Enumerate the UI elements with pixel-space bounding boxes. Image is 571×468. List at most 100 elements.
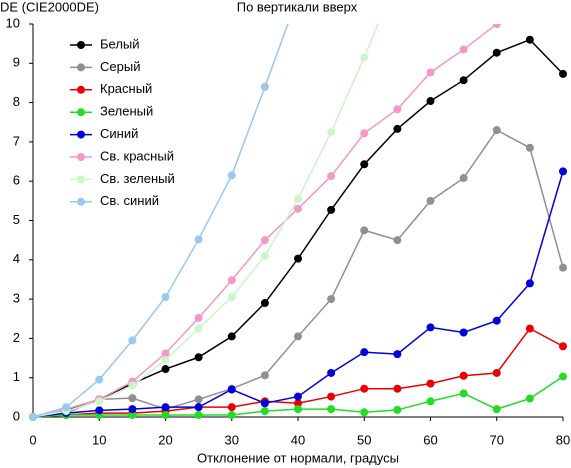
- legend-label: Св. синий: [100, 193, 159, 208]
- legend-label: Синий: [100, 126, 138, 141]
- legend-marker: [77, 197, 85, 206]
- data-point: [360, 348, 369, 357]
- data-point: [128, 381, 137, 390]
- data-point: [29, 413, 37, 421]
- y-tick-label: 4: [13, 251, 20, 266]
- data-point: [559, 342, 567, 351]
- legend-marker: [77, 63, 85, 72]
- data-point: [492, 368, 501, 377]
- series-line: [32, 38, 564, 418]
- data-point: [559, 167, 567, 176]
- data-point: [459, 45, 468, 54]
- data-point: [260, 82, 269, 91]
- data-point: [260, 371, 269, 380]
- legend-label: Зеленый: [100, 104, 153, 119]
- data-point: [393, 384, 402, 393]
- data-point: [525, 35, 534, 44]
- data-point: [492, 405, 501, 414]
- data-point: [327, 205, 336, 214]
- data-point: [492, 316, 501, 325]
- y-tick-label: 6: [13, 173, 20, 188]
- legend-marker: [77, 108, 85, 117]
- y-tick-label: 3: [13, 291, 20, 306]
- data-point: [393, 236, 402, 245]
- data-point: [426, 397, 435, 406]
- data-point: [260, 236, 269, 245]
- data-point: [294, 405, 302, 414]
- y-tick-label: 0: [13, 408, 20, 423]
- x-tick-label: 30: [225, 432, 239, 447]
- data-point: [459, 371, 468, 380]
- legend-label: Серый: [100, 59, 140, 74]
- data-point: [426, 196, 435, 205]
- data-point: [559, 69, 567, 78]
- y-tick-label: 9: [13, 55, 20, 70]
- data-point: [128, 411, 137, 420]
- data-point: [294, 254, 302, 263]
- data-point: [161, 356, 170, 365]
- data-point: [260, 251, 269, 260]
- y-tick-label: 10: [6, 15, 20, 30]
- data-point: [260, 399, 269, 408]
- x-tick-label: 10: [92, 432, 106, 447]
- data-point: [227, 385, 236, 394]
- data-point: [128, 405, 137, 414]
- data-point: [393, 124, 402, 133]
- legend-label: Св. зеленый: [100, 171, 175, 186]
- data-point: [327, 295, 336, 304]
- y-axis-label: DE (CIE2000DE): [0, 0, 99, 14]
- data-point: [128, 336, 137, 345]
- data-point: [559, 372, 567, 381]
- data-point: [161, 365, 170, 374]
- data-point: [526, 0, 534, 4]
- data-point: [360, 129, 369, 138]
- legend-marker: [77, 130, 85, 139]
- data-point: [294, 332, 302, 341]
- x-tick-label: 20: [158, 432, 172, 447]
- data-point: [260, 299, 269, 308]
- data-point: [492, 48, 501, 57]
- data-point: [459, 76, 468, 85]
- y-tick-label: 2: [13, 330, 20, 345]
- data-point: [426, 379, 435, 388]
- data-point: [194, 353, 203, 362]
- data-point: [260, 407, 269, 416]
- data-point: [360, 53, 369, 62]
- y-tick-label: 5: [13, 212, 20, 227]
- chart-title: По вертикали вверх: [237, 0, 358, 14]
- x-tick-label: 50: [357, 432, 371, 447]
- data-point: [161, 349, 170, 358]
- legend-marker: [77, 41, 85, 49]
- data-point: [95, 375, 104, 384]
- series-line: [32, 24, 379, 418]
- data-point: [459, 328, 468, 337]
- data-point: [393, 105, 402, 114]
- data-point: [194, 313, 203, 322]
- y-tick-label: 1: [13, 369, 20, 384]
- data-point: [194, 324, 203, 333]
- data-point: [194, 403, 203, 412]
- data-point: [525, 324, 534, 333]
- data-point: [227, 332, 236, 341]
- data-point: [492, 126, 501, 135]
- legend-label: Белый: [100, 36, 140, 51]
- data-point: [327, 172, 336, 181]
- data-point: [95, 397, 104, 406]
- data-point: [161, 403, 170, 412]
- data-point: [459, 389, 468, 398]
- legend-marker: [77, 153, 85, 161]
- data-point: [525, 143, 534, 152]
- data-point: [194, 395, 203, 404]
- data-point: [426, 97, 435, 106]
- data-point: [525, 394, 534, 403]
- data-point: [194, 411, 203, 420]
- y-tick-label: 7: [13, 133, 20, 148]
- series-line: [32, 24, 499, 418]
- data-point: [393, 405, 402, 414]
- data-point: [227, 293, 236, 302]
- data-point: [492, 24, 501, 28]
- plot-area: [29, 0, 567, 421]
- data-point: [426, 68, 435, 77]
- legend-label: Св. красный: [100, 148, 174, 163]
